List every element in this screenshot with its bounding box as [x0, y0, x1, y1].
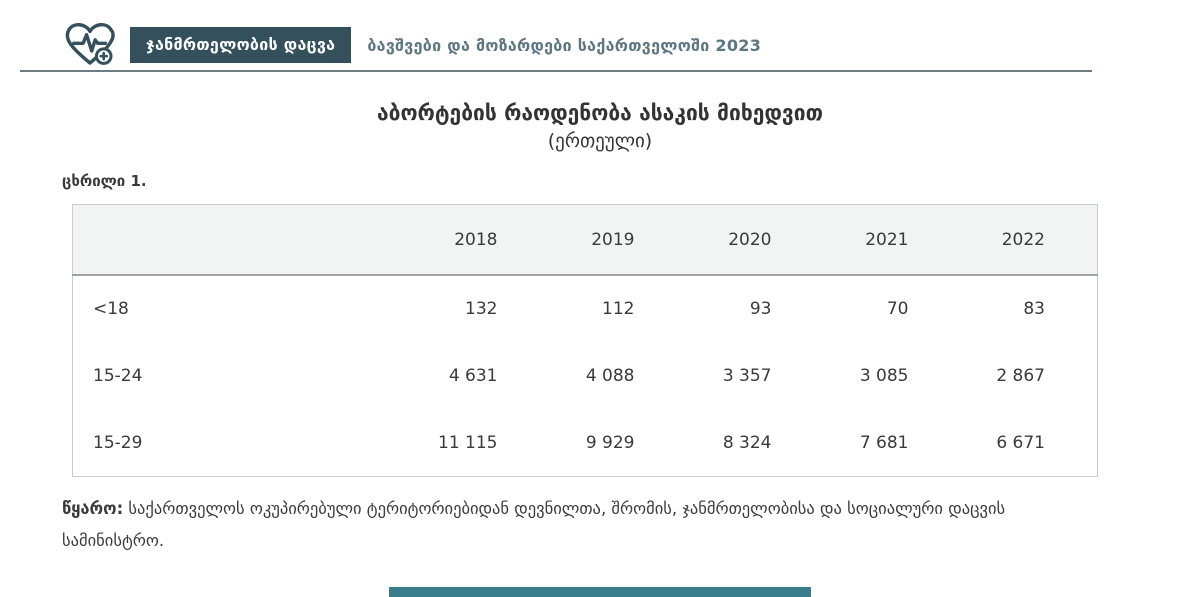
value-cell: 7 681 [823, 409, 961, 477]
source-label: წყარო: [62, 498, 124, 518]
value-cell: 4 631 [412, 342, 550, 410]
publication-title: ბავშვები და მოზარდები საქართველოში 2023 [367, 35, 762, 55]
value-cell: 2 867 [960, 342, 1098, 410]
value-cell: 8 324 [686, 409, 824, 477]
value-cell: 11 115 [412, 409, 550, 477]
table-caption: ცხრილი 1. [62, 171, 147, 190]
table-row: 15-29 11 115 9 929 8 324 7 681 6 671 [72, 409, 1098, 477]
source-note: წყარო: საქართველოს ოკუპირებული ტერიტორიე… [62, 493, 1092, 557]
row-label-cell: 15-24 [72, 342, 413, 410]
year-header-cell: 2022 [960, 204, 1098, 277]
report-subtitle: (ერთეული) [547, 130, 653, 153]
year-header-cell: 2020 [686, 204, 824, 277]
row-label-cell: 15-29 [72, 409, 413, 477]
header-rule [20, 70, 1092, 72]
table-header-row: 2018 2019 2020 2021 2022 [72, 204, 1098, 277]
heart-pulse-icon [62, 21, 118, 69]
corner-header-cell [72, 204, 413, 277]
value-cell: 9 929 [549, 409, 687, 477]
table-row: <18 132 112 93 70 83 [72, 275, 1098, 343]
section-badge-label: ჯანმრთელობის დაცვა [146, 35, 336, 54]
title-block: აბორტების რაოდენობა ასაკის მიხედვით (ერთ… [0, 98, 1200, 156]
data-table: 2018 2019 2020 2021 2022 <18 132 112 93 … [72, 203, 1098, 477]
value-cell: 6 671 [960, 409, 1098, 477]
value-cell: 4 088 [549, 342, 687, 410]
bottom-bar [389, 587, 811, 597]
year-header-cell: 2018 [412, 204, 550, 277]
year-header-cell: 2019 [549, 204, 687, 277]
source-text: საქართველოს ოკუპირებული ტერიტორიებიდან დ… [62, 498, 1006, 551]
value-cell: 83 [960, 275, 1098, 343]
section-badge: ჯანმრთელობის დაცვა [130, 27, 352, 63]
value-cell: 3 085 [823, 342, 961, 410]
table-row: 15-24 4 631 4 088 3 357 3 085 2 867 [72, 342, 1098, 410]
app-header: ჯანმრთელობის დაცვა ბავშვები და მოზარდები… [0, 0, 1200, 68]
report-title: აბორტების რაოდენობა ასაკის მიხედვით [376, 101, 823, 125]
value-cell: 93 [686, 275, 824, 343]
year-header-cell: 2021 [823, 204, 961, 277]
row-label-cell: <18 [72, 275, 413, 343]
value-cell: 112 [549, 275, 687, 343]
value-cell: 70 [823, 275, 961, 343]
table-wrap: 2018 2019 2020 2021 2022 <18 132 112 93 … [72, 203, 1098, 477]
value-cell: 132 [412, 275, 550, 343]
value-cell: 3 357 [686, 342, 824, 410]
